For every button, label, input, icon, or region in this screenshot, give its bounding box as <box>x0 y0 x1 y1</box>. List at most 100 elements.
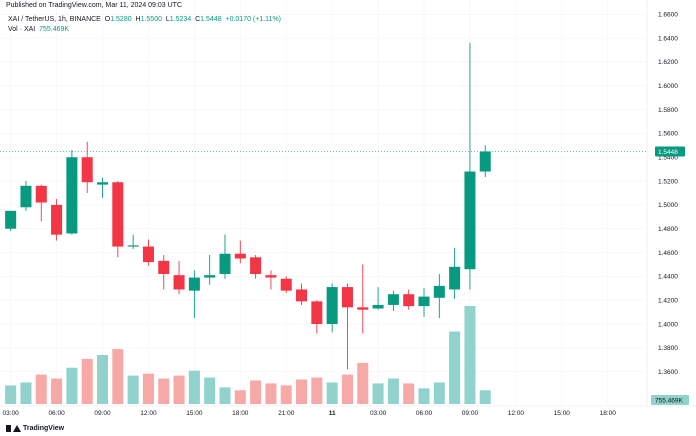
time-tick-label: 12:00 <box>508 410 525 417</box>
open-value: 1.5280 <box>110 16 132 23</box>
tradingview-logo[interactable]: TradingView <box>6 425 64 432</box>
candle-body <box>372 304 384 309</box>
price-tick-label: 1.4200 <box>658 297 678 304</box>
price-axis[interactable]: 1.3600 1.3800 1.4000 1.4200 1.4400 1.4600 1.48… <box>658 12 678 376</box>
candle-body <box>127 245 139 247</box>
price-tick-label: 1.4600 <box>658 250 678 257</box>
volume-bar <box>204 377 216 404</box>
time-tick-label: 12:00 <box>140 410 157 417</box>
candle-body <box>449 266 461 290</box>
candle-body <box>479 151 491 172</box>
volume-row: Vol · XAI 755.469K <box>8 25 281 35</box>
volume-bar <box>173 375 185 404</box>
candle-body <box>35 185 47 203</box>
low-label: L <box>165 16 170 23</box>
candle-body <box>97 182 109 185</box>
volume-bar <box>20 382 32 404</box>
time-tick-label: 18:00 <box>600 410 617 417</box>
candle-body <box>66 157 78 234</box>
volume-bar <box>219 387 231 404</box>
candle-body <box>387 294 399 305</box>
candle-body <box>5 210 17 229</box>
price-tick-label: 1.4400 <box>658 274 678 281</box>
volume-bar <box>403 383 415 404</box>
last-price-tag: 1.5448 <box>655 146 685 157</box>
volume-bar <box>449 331 461 404</box>
candle-body <box>433 285 445 298</box>
candle-body <box>418 296 430 307</box>
price-tick-label: 1.5000 <box>658 202 678 209</box>
volume-bar <box>51 378 63 404</box>
volume-bar <box>357 362 369 404</box>
price-tick-label: 1.6400 <box>658 35 678 42</box>
last-volume-tag: 755.469K <box>651 395 689 405</box>
candle-body <box>341 287 353 308</box>
volume-bar <box>387 378 399 404</box>
volume-bar <box>265 383 277 404</box>
volume-bar <box>188 370 200 404</box>
volume-bar <box>372 383 384 404</box>
candle-body <box>403 294 415 307</box>
price-tick-label: 1.5400 <box>658 155 678 162</box>
last-price-tag-bg <box>655 146 685 157</box>
candle-body <box>250 257 262 274</box>
last-price-tag-label: 1.5448 <box>658 149 678 156</box>
high-label: H <box>135 16 141 23</box>
tradingview-logo-icon <box>6 425 21 432</box>
time-tick-label: 09:00 <box>94 410 111 417</box>
time-tick-label: 09:00 <box>462 410 479 417</box>
candle-body <box>188 277 200 291</box>
volume-bar <box>158 378 170 404</box>
candle-body <box>357 307 369 310</box>
price-tick-label: 1.6600 <box>658 12 678 19</box>
volume-bar <box>326 382 338 404</box>
candle-body <box>326 287 338 324</box>
change-value: +0.0170 (+1.11%) <box>225 16 282 23</box>
ohlc-row: XAI / TetherUS, 1h, BINANCE O1.5280 H1.5… <box>8 15 281 25</box>
last-volume-tag-label: 755.469K <box>655 398 683 405</box>
time-axis[interactable]: 03:00 06:00 09:00 12:00 15:00 18:00 21:00 11 03:… <box>3 410 617 417</box>
candle-body <box>158 260 170 274</box>
volume-bar <box>433 382 445 404</box>
tradingview-brand-label: TradingView <box>23 425 65 432</box>
price-tick-label: 1.6200 <box>658 59 678 66</box>
price-tick-label: 1.5200 <box>658 178 678 185</box>
volume-bars <box>5 306 491 404</box>
time-tick-label: 18:00 <box>232 410 249 417</box>
volume-bar <box>142 373 154 404</box>
price-tick-label: 1.5800 <box>658 107 678 114</box>
candle-body <box>51 204 63 235</box>
volume-bar <box>280 385 292 404</box>
candle-body <box>234 253 246 259</box>
volume-bar <box>66 367 78 404</box>
volume-bar <box>234 390 246 404</box>
price-tick-label: 1.3800 <box>658 345 678 352</box>
time-tick-label: 06:00 <box>48 410 65 417</box>
candle-body <box>142 246 154 263</box>
time-tick-label: 15:00 <box>554 410 571 417</box>
volume-bar <box>296 379 308 404</box>
candle-body <box>112 182 124 247</box>
candle-body <box>296 289 308 302</box>
high-value: 1.5500 <box>140 16 162 23</box>
candle-body <box>219 253 231 274</box>
candle-body <box>81 157 93 183</box>
price-tick-label: 1.4000 <box>658 321 678 328</box>
time-tick-label: 03:00 <box>370 410 387 417</box>
time-tick-label: 21:00 <box>278 410 295 417</box>
chart-grid <box>0 0 646 405</box>
volume-label: Vol · XAI <box>8 26 36 33</box>
price-tick-label: 1.6000 <box>658 83 678 90</box>
volume-bar <box>112 349 124 404</box>
close-label: C <box>195 16 201 23</box>
symbol-label: XAI / TetherUS, 1h, BINANCE <box>8 16 101 23</box>
price-tick-label: 1.4800 <box>658 226 678 233</box>
open-label: O <box>104 16 111 23</box>
volume-bar <box>250 380 262 404</box>
volume-bar <box>5 385 17 404</box>
volume-bar <box>418 388 430 404</box>
chart-legend: XAI / TetherUS, 1h, BINANCE O1.5280 H1.5… <box>8 15 281 35</box>
volume-bar <box>311 377 323 404</box>
volume-bar <box>479 390 491 404</box>
